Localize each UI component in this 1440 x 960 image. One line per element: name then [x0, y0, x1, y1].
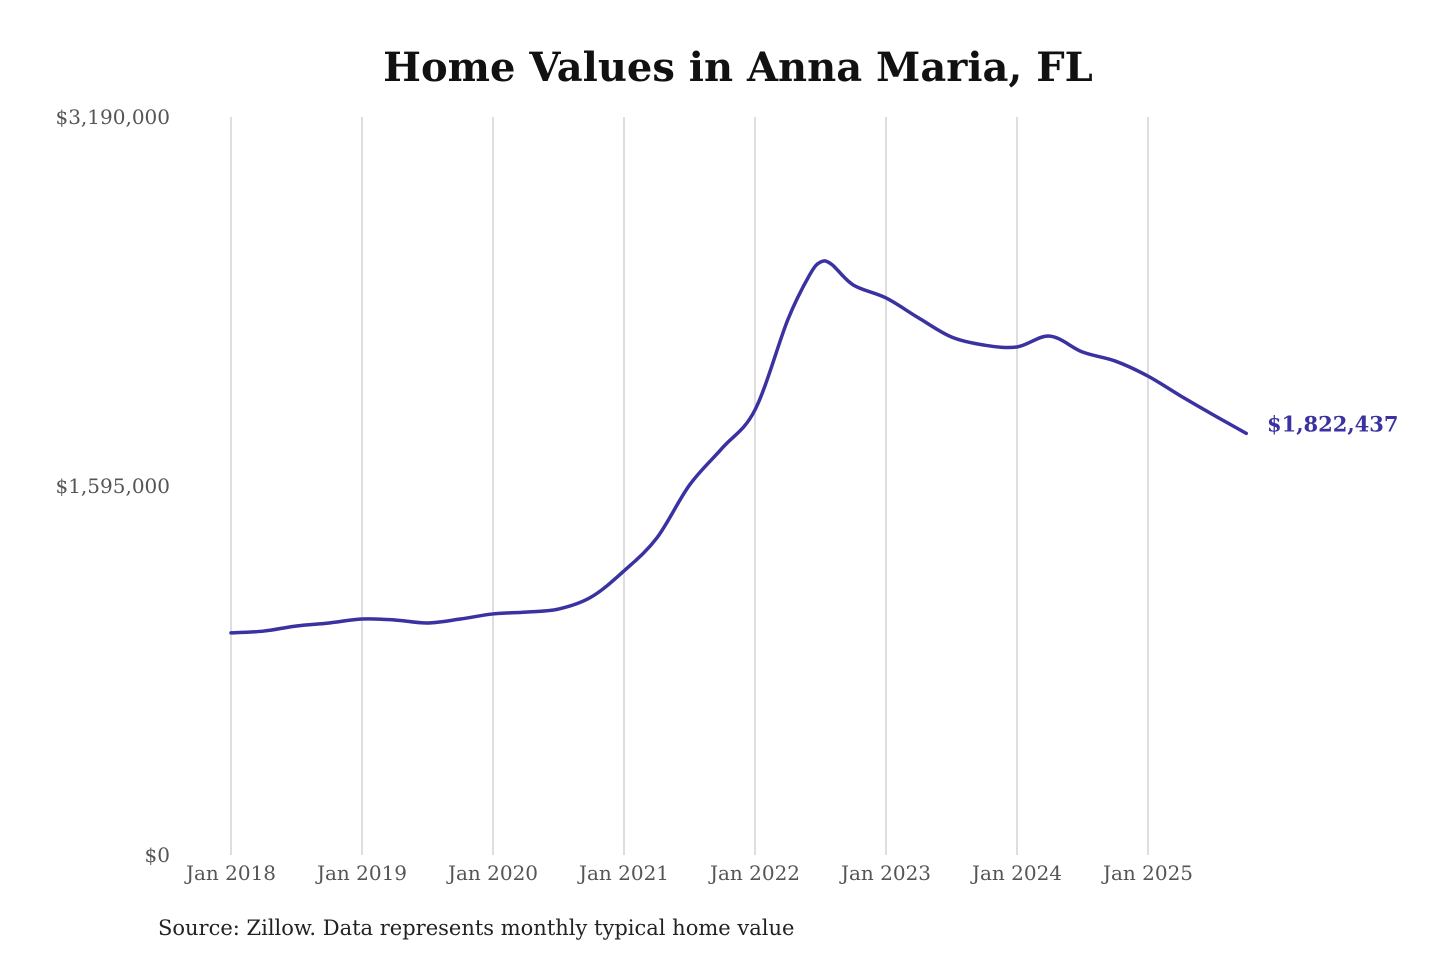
series-line [229, 259, 1248, 635]
x-tick-label: Jan 2021 [577, 861, 669, 885]
chart-title: Home Values in Anna Maria, FL [383, 44, 1093, 91]
x-tick-label: Jan 2020 [446, 861, 538, 885]
source-note: Source: Zillow. Data represents monthly … [158, 916, 795, 940]
y-tick-label: $0 [145, 843, 170, 867]
y-tick-label: $1,595,000 [55, 474, 170, 498]
y-tick-label: $3,190,000 [55, 105, 170, 129]
x-tick-label: Jan 2025 [1101, 861, 1193, 885]
end-value-label: $1,822,437 [1267, 411, 1399, 436]
x-tick-label: Jan 2023 [839, 861, 931, 885]
x-tick-label: Jan 2024 [970, 861, 1062, 885]
x-tick-label: Jan 2018 [184, 861, 276, 885]
x-tick-label: Jan 2019 [315, 861, 407, 885]
x-tick-label: Jan 2022 [708, 861, 800, 885]
